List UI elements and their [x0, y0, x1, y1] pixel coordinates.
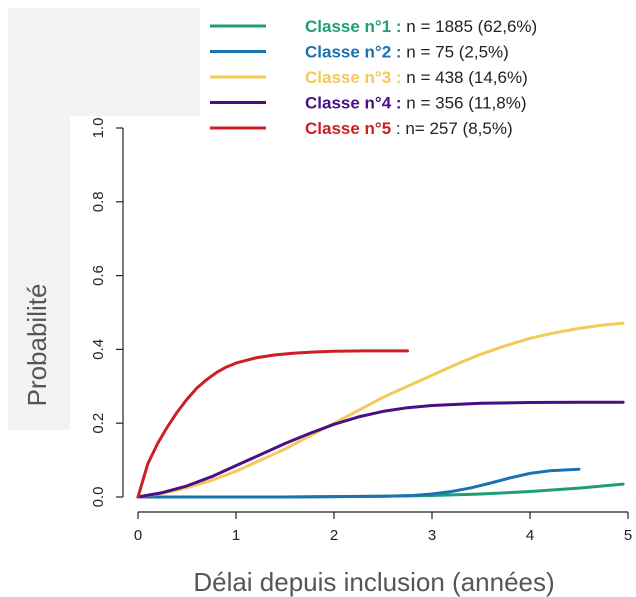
legend-class-name: Classe n°5: [305, 119, 391, 138]
legend-class-count: n = 438 (14,6%): [402, 68, 528, 87]
x-tick-label: 0: [134, 527, 142, 544]
x-tick-label: 3: [428, 527, 436, 544]
y-tick-label: 0.4: [90, 339, 107, 360]
legend-backdrop: [70, 8, 200, 116]
legend-class-count: n = 75 (2,5%): [402, 43, 509, 62]
legend-class-count: n = 356 (11,8%): [402, 94, 527, 113]
legend-class-name: Classe n°3 :: [305, 68, 402, 87]
legend-class-count: n = 1885 (62,6%): [402, 17, 538, 36]
legend-class-name: Classe n°4 :: [305, 94, 402, 113]
legend-label-classe-2: Classe n°2 : n = 75 (2,5%): [305, 43, 509, 62]
ylabel-backdrop: [8, 8, 70, 430]
legend-label-classe-5: Classe n°5 : n= 257 (8,5%): [305, 119, 513, 138]
series-line-classe-3: [136, 321, 625, 499]
y-axis-title: Probabilité: [22, 284, 52, 407]
x-tick-label: 1: [232, 527, 240, 544]
series-line-classe-4: [136, 400, 625, 499]
legend-class-count: : n= 257 (8,5%): [391, 119, 512, 138]
series-line-classe-2: [136, 467, 581, 499]
y-tick-label: 0.2: [90, 413, 107, 434]
legend-class-name: Classe n°2 :: [305, 43, 402, 62]
legend-class-name: Classe n°1 :: [305, 17, 402, 36]
y-tick-label: 0.6: [90, 265, 107, 286]
series-line-classe-5: [136, 349, 409, 499]
x-tick-label: 2: [330, 527, 338, 544]
axes: 0 1 2 3 4 5 0.0 0.2 0.4 0.6 0.8 1.0: [90, 118, 632, 544]
legend-label-classe-4: Classe n°4 : n = 356 (11,8%): [305, 94, 526, 113]
x-tick-label: 4: [526, 527, 534, 544]
y-tick-label: 0.8: [90, 191, 107, 212]
y-tick-label: 0.0: [90, 487, 107, 508]
y-tick-label: 1.0: [90, 118, 107, 139]
x-tick-label: 5: [624, 527, 632, 544]
series-lines: [136, 321, 625, 499]
legend-label-classe-3: Classe n°3 : n = 438 (14,6%): [305, 68, 528, 87]
legend-label-classe-1: Classe n°1 : n = 1885 (62,6%): [305, 17, 537, 36]
x-axis-title: Délai depuis inclusion (années): [193, 567, 554, 597]
legend: Classe n°1 : n = 1885 (62,6%)Classe n°2 …: [210, 17, 537, 138]
